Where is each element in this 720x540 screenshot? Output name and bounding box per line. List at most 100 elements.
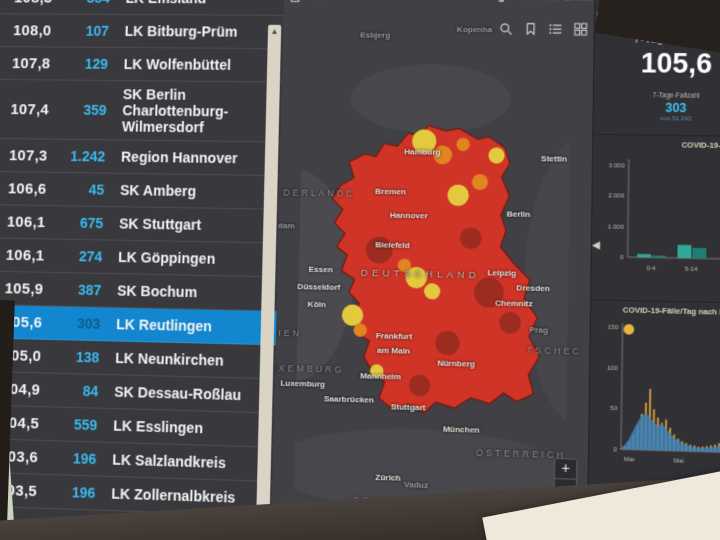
row-cases: 84: [82, 382, 99, 400]
map-labels: Esbjerg Kopenha Hamburg Stettin Bremen Hannov…: [271, 0, 595, 540]
row-incidence: 105,9: [4, 279, 44, 298]
y-tick-label: 3.000: [609, 162, 626, 169]
marker-dot: [623, 324, 635, 335]
map-label: LUXEMBURG: [270, 362, 345, 375]
panel-collapse-icon[interactable]: ◀: [591, 239, 601, 252]
list-row[interactable]: 107,4 359 SK Berlin Charlottenburg-Wilmers…: [0, 79, 282, 143]
list-row[interactable]: 106,6 45 SK Amberg: [0, 172, 280, 211]
stat-value: 105,6: [640, 47, 713, 80]
list-row[interactable]: 106,1 675 SK Stuttgart: [0, 205, 279, 244]
list-row[interactable]: 107,8 129 LK Wolfenbüttel: [0, 46, 283, 83]
stat-sub-value: 303: [665, 100, 687, 116]
y-tick-label: 0: [620, 254, 624, 261]
map-label: NEDERLANDE: [270, 187, 356, 200]
y-tick-label: 2.000: [608, 193, 625, 200]
row-name: LK Wolfenbüttel: [123, 55, 232, 73]
search-icon[interactable]: [499, 22, 513, 35]
row-incidence: 106,1: [6, 213, 46, 232]
scroll-up-icon[interactable]: ▲: [270, 26, 279, 36]
map-label: Dresden: [516, 283, 550, 294]
map-label: Berlin: [506, 209, 531, 219]
x-tick-label: 0-4: [646, 265, 656, 272]
y-tick-label: 150: [608, 324, 619, 331]
row-cases: 45: [88, 181, 105, 199]
row-name: LK Reutlingen: [116, 316, 213, 335]
row-cases: 196: [72, 450, 97, 468]
row-name: SK Amberg: [119, 182, 197, 200]
row-incidence: 108,0: [12, 21, 52, 39]
row-name: LK Göppingen: [117, 249, 216, 268]
row-name: Region Hannover: [120, 148, 238, 167]
bar: [651, 255, 666, 258]
map-label: Esbjerg: [360, 30, 391, 40]
map-label: Luxemburg: [280, 377, 326, 389]
row-cases: 1.242: [70, 148, 106, 165]
row-name: LK Neunkirchen: [115, 349, 224, 369]
district-patches: [341, 129, 522, 398]
y-tick-label: 1.000: [608, 223, 625, 230]
bar: [637, 253, 651, 258]
cases-per-day-chart-card: COVID-19-Fälle/Tag nach Erkran… 05010015…: [588, 299, 720, 492]
row-cases: 274: [78, 248, 103, 266]
zoom-in-button[interactable]: +: [554, 459, 577, 480]
map-panel[interactable]: COVID-19-Fälle der letzten 7 Tage/100.00…: [270, 0, 595, 540]
y-axis: [621, 323, 623, 449]
row-name: LK Emsland: [116, 0, 264, 7]
map-label: Saarbrücken: [323, 393, 375, 405]
row-cases: 196: [71, 484, 96, 502]
list-row[interactable]: 108,3 354 LK Emsland: [0, 0, 285, 16]
map-label: Vaduz: [403, 478, 429, 490]
map-label: München: [442, 423, 480, 434]
y-tick-label: 100: [607, 364, 618, 372]
row-name: LK Bitburg-Prüm: [124, 22, 238, 40]
row-incidence: 107,3: [8, 146, 48, 165]
map-label: DEUTSCHLAND: [360, 267, 481, 281]
row-cases: 303: [76, 315, 101, 333]
list-row[interactable]: 106,1 274 LK Göppingen: [0, 238, 279, 278]
germany-shape: [328, 125, 543, 417]
row-cases: 559: [73, 416, 98, 434]
y-tick-label: 50: [610, 405, 618, 412]
list-row[interactable]: 107,3 1.242 Region Hannover: [0, 139, 281, 177]
stats-panel: Bundesländer 7-Tage-Inzidenz 105,6 7-Tag…: [586, 0, 720, 540]
map-label: Frankfurt: [375, 330, 413, 341]
row-cases: 675: [79, 214, 104, 232]
row-incidence: 106,6: [7, 180, 47, 198]
map-label: Bielefeld: [375, 239, 410, 250]
row-name: SK Berlin Charlottenburg-Wilmersdorf: [121, 86, 229, 136]
cases-per-day-chart: 050100150MärMaiJul: [607, 314, 720, 465]
map-label: Kopenha: [456, 24, 493, 35]
row-incidence: 107,4: [10, 100, 50, 119]
y-tick-label: 0: [613, 446, 617, 453]
map-label: Stuttgart: [390, 401, 426, 412]
map-label: Zürich: [375, 472, 401, 483]
map-label: Prag: [529, 324, 549, 335]
map-label: Bremen: [375, 186, 406, 197]
row-cases: 387: [77, 281, 102, 299]
map-label: TSCHEC: [526, 344, 583, 357]
map-label: Hannover: [389, 210, 428, 221]
map-label: Mannheim: [360, 370, 402, 382]
map-label: Nürnberg: [437, 358, 475, 369]
map-label: am Main: [376, 344, 411, 356]
row-incidence: 108,3: [0, 0, 53, 6]
row-cases: 359: [83, 101, 107, 119]
map-label: Hamburg: [404, 146, 441, 156]
map-label: Essen: [308, 264, 333, 274]
age-bar-chart-card: COVID-19-Fälle n… 01.0002.0003.0000-45-1…: [591, 133, 720, 291]
bar: [677, 244, 692, 259]
row-cases: 129: [84, 55, 109, 72]
row-name: LK Salzlandkreis: [112, 451, 227, 472]
row-cases: 107: [85, 22, 110, 39]
row-incidence: 106,1: [5, 246, 45, 265]
list-row[interactable]: 108,0 107 LK Bitburg-Prüm: [0, 14, 284, 50]
germany-map[interactable]: [292, 46, 572, 540]
district-list-panel: 108,3 354 LK Emsland 108,0 107 LK Bitburg-Prü…: [0, 0, 285, 540]
y-axis: [628, 159, 629, 257]
map-label: Leipzig: [487, 267, 517, 278]
row-cases: 138: [75, 349, 100, 366]
map-label: Köln: [307, 299, 327, 309]
